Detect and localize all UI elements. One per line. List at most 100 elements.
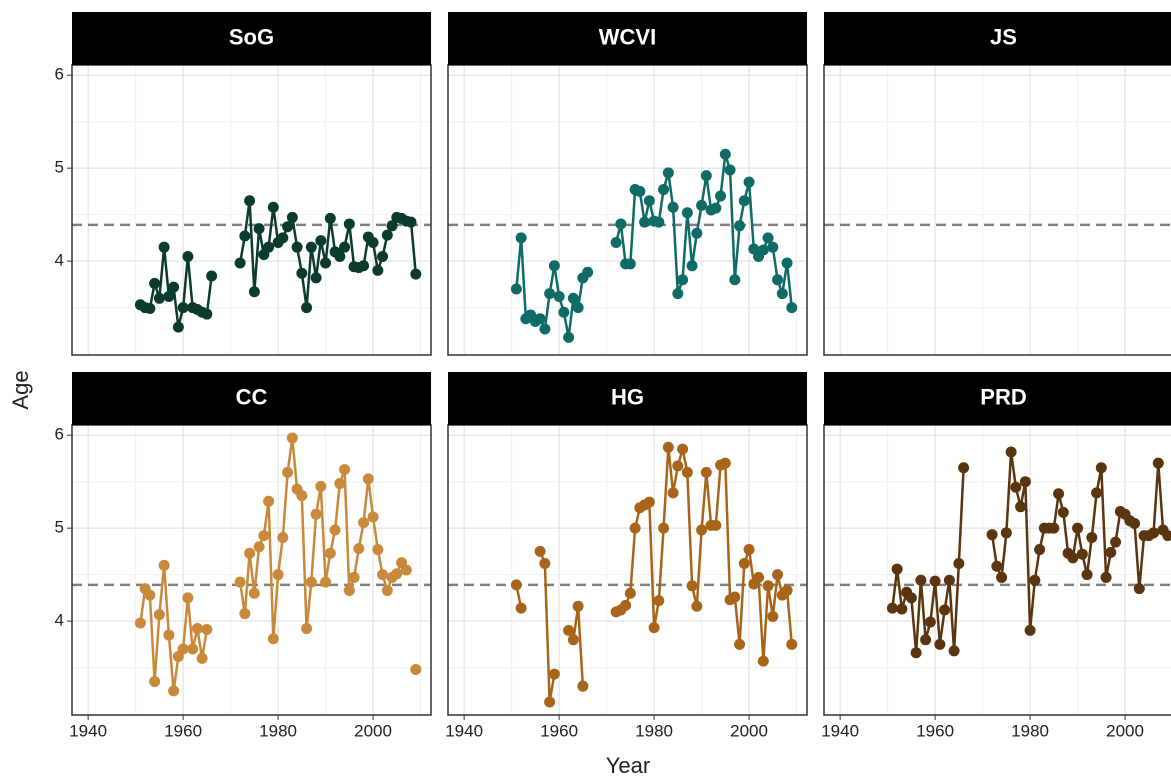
point [910,647,922,659]
point [386,220,398,232]
point [1086,531,1098,543]
point [1133,583,1145,595]
point [572,302,584,314]
y-tick-label: 4 [55,251,64,270]
point [172,321,184,333]
point [891,563,903,575]
point [681,207,693,219]
point [643,195,655,207]
point [776,288,788,300]
point [168,281,180,293]
point [563,331,575,343]
point [648,622,660,634]
point [667,201,679,213]
point [1076,548,1088,560]
point [320,257,332,269]
point [182,592,194,604]
point [634,185,646,197]
strip [72,12,431,65]
point [1148,527,1160,539]
point [410,268,422,280]
point [548,668,560,680]
point [201,623,213,635]
point [339,464,351,476]
strip-label: JS [990,24,1017,49]
strip [448,12,807,65]
point [986,529,998,541]
point [1129,518,1141,530]
point [624,258,636,270]
point [786,638,798,650]
x-axis-title: Year [606,753,650,778]
point [700,170,712,182]
point [1010,481,1022,493]
point [757,244,769,256]
point [206,270,218,282]
x-tick-label: 1940 [69,721,107,740]
point [320,576,332,588]
point [1000,527,1012,539]
point [534,313,546,325]
point [653,216,665,228]
x-tick-label: 1960 [164,721,202,740]
point [153,609,165,621]
point [939,604,951,616]
point [762,580,774,592]
point [762,232,774,244]
point [163,629,175,641]
x-tick-label: 1980 [635,721,673,740]
point [767,610,779,622]
point [924,616,936,628]
point [567,634,579,646]
point [781,584,793,596]
point [282,466,294,478]
point [996,571,1008,583]
point [662,441,674,453]
point [267,201,279,213]
point [934,638,946,650]
point [282,221,294,233]
point [1034,544,1046,556]
point [163,290,175,302]
point [563,624,575,636]
point [729,591,741,603]
point [177,302,189,314]
point [253,223,265,235]
strip [824,372,1171,425]
panel-background [448,425,807,715]
point [710,202,722,214]
strip-label: SoG [229,24,274,49]
y-tick-label: 5 [55,158,64,177]
point [558,306,570,318]
point [610,237,622,249]
point [201,308,213,320]
point [134,617,146,629]
point [301,302,313,314]
point [324,212,336,224]
point [753,571,765,583]
point [358,517,370,529]
point [534,545,546,557]
point [277,232,289,244]
point [305,576,317,588]
x-tick-label: 1940 [821,721,859,740]
x-tick-label: 1960 [916,721,954,740]
point [958,462,970,474]
point [738,557,750,569]
point [310,508,322,520]
point [244,547,256,559]
point [248,286,260,298]
point [263,495,275,507]
point [539,557,551,569]
point [234,257,246,269]
point [362,473,374,485]
panel-background [824,65,1171,355]
point [272,569,284,581]
point [781,257,793,269]
point [1072,522,1084,534]
point [544,288,556,300]
point [943,574,955,586]
point [896,603,908,615]
x-tick-label: 1960 [540,721,578,740]
